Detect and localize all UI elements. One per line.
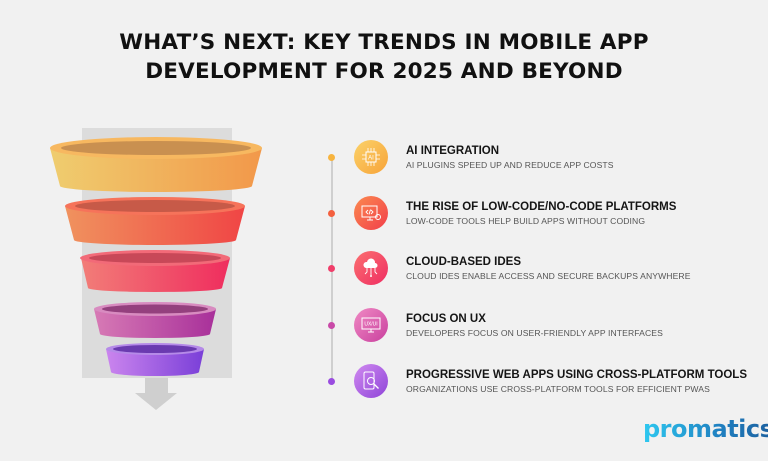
trend-title: THE RISE OF LOW-CODE/NO-CODE PLATFORMS xyxy=(406,201,677,213)
funnel-layer-3 xyxy=(80,250,230,292)
page-title: WHAT’S NEXT: KEY TRENDS IN MOBILE APP DE… xyxy=(0,28,768,86)
code-monitor-icon xyxy=(354,196,388,230)
timeline-dot xyxy=(328,378,335,385)
timeline-dot xyxy=(328,154,335,161)
funnel-graphic xyxy=(50,128,262,410)
funnel-layer-2 xyxy=(65,197,245,245)
funnel-layer-4 xyxy=(94,302,216,338)
trend-description: DEVELOPERS FOCUS ON USER-FRIENDLY APP IN… xyxy=(406,328,663,338)
trend-title: FOCUS ON UX xyxy=(406,313,486,325)
funnel-layer-5 xyxy=(106,343,204,376)
trend-item-pwa: PROGRESSIVE WEB APPS USING CROSS-PLATFOR… xyxy=(326,364,756,417)
timeline-dot xyxy=(328,265,335,272)
svg-text:UX/UI: UX/UI xyxy=(364,322,377,328)
trend-description: CLOUD IDES ENABLE ACCESS AND SECURE BACK… xyxy=(406,271,691,281)
trend-description: LOW-CODE TOOLS HELP BUILD APPS WITHOUT C… xyxy=(406,216,646,226)
ux-ui-monitor-icon: UX/UI xyxy=(354,308,388,342)
title-line-1: WHAT’S NEXT: KEY TRENDS IN MOBILE APP xyxy=(119,30,649,55)
title-line-2: DEVELOPMENT FOR 2025 AND BEYOND xyxy=(145,59,623,84)
trend-title: AI INTEGRATION xyxy=(406,145,500,157)
svg-text:AI: AI xyxy=(368,156,374,162)
trend-description: ORGANIZATIONS USE CROSS-PLATFORM TOOLS F… xyxy=(406,384,710,394)
cloud-network-icon xyxy=(354,251,388,285)
arrow-down-icon xyxy=(135,378,177,410)
trend-title: CLOUD-BASED IDES xyxy=(406,256,522,268)
trend-item-cloud-ides: CLOUD-BASED IDES CLOUD IDES ENABLE ACCES… xyxy=(326,251,756,304)
trend-title: PROGRESSIVE WEB APPS USING CROSS-PLATFOR… xyxy=(406,369,747,381)
timeline-dot xyxy=(328,210,335,217)
trend-item-focus-ux: UX/UI FOCUS ON UX DEVELOPERS FOCUS ON US… xyxy=(326,308,756,361)
timeline-dot xyxy=(328,322,335,329)
mobile-search-icon xyxy=(354,364,388,398)
trend-item-low-code: THE RISE OF LOW-CODE/NO-CODE PLATFORMS L… xyxy=(326,196,756,249)
ai-chip-icon: AI xyxy=(354,140,388,174)
trend-item-ai-integration: AI AI INTEGRATION AI PLUGINS SPEED UP AN… xyxy=(326,140,756,193)
trend-description: AI PLUGINS SPEED UP AND REDUCE APP COSTS xyxy=(406,160,614,170)
funnel-layer-1 xyxy=(50,137,262,192)
promatics-logo: promatics xyxy=(643,415,768,443)
